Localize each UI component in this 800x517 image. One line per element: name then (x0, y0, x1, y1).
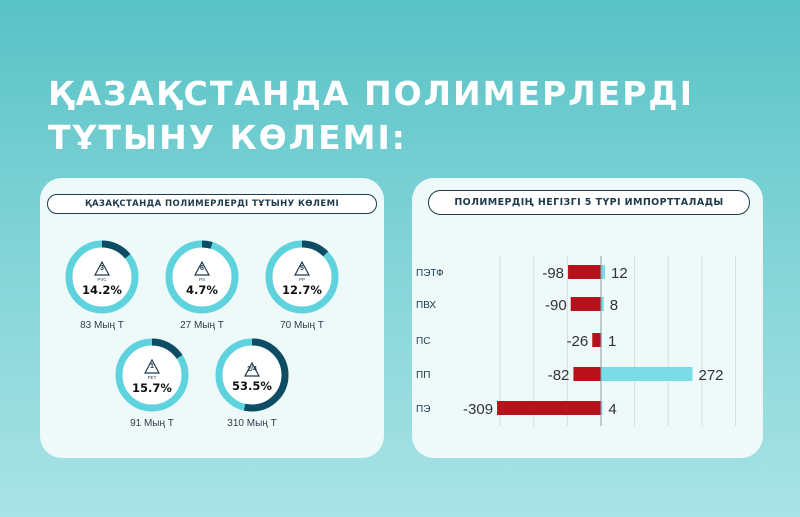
polymer-code: PP (298, 277, 305, 282)
import-card: ПОЛИМЕРДІҢ НЕГІЗГІ 5 ТҮРІ ИМПОРТТАЛАДЫ П… (412, 178, 763, 458)
recycle-triangle-icon: 6 (194, 261, 210, 277)
recycle-triangle-icon: 1 (144, 359, 160, 375)
volume-label: 310 Мың Т (227, 418, 277, 429)
volume-label: 91 Мың Т (130, 418, 174, 429)
data-label-negative: -309 (463, 401, 493, 418)
donut-percent: 12.7% (282, 283, 322, 297)
recycle-code-number: 1 (150, 363, 154, 370)
donut-value-arc (215, 338, 289, 412)
polymer-code: PS (198, 277, 205, 282)
polymer-code: PET (147, 375, 157, 380)
page-title: ҚАЗАҚСТАНДА ПОЛИМЕРЛЕРДІ ТҰТЫНУ КӨЛЕМІ: (48, 72, 694, 160)
recycle-code-number: 3 (100, 265, 104, 272)
page-title-line2: ТҰТЫНУ КӨЛЕМІ: (48, 118, 407, 157)
data-label-positive: 4 (608, 401, 616, 418)
data-label-negative: -98 (542, 265, 564, 282)
data-label-positive: 272 (699, 367, 724, 384)
data-label-negative: -82 (548, 367, 570, 384)
bar-negative (497, 401, 601, 415)
recycle-code-number: 6 (200, 265, 204, 272)
data-label-negative: -90 (545, 297, 567, 314)
recycle-triangle-icon: 3 (94, 261, 110, 277)
bar-negative (570, 297, 601, 311)
bar-positive (601, 297, 604, 311)
consumption-card: ҚАЗАҚСТАНДА ПОЛИМЕРЛЕРДІ ТҰТЫНУ КӨЛЕМІ 3… (40, 178, 384, 458)
donut-pvc: 3 PVC 14.2% (65, 240, 139, 314)
recycle-triangle-icon: 2/4 (244, 361, 260, 378)
donut-percent: 4.7% (186, 283, 218, 297)
consumption-card-title: ҚАЗАҚСТАНДА ПОЛИМЕРЛЕРДІ ТҰТЫНУ КӨЛЕМІ (47, 194, 377, 214)
data-label-positive: 1 (608, 333, 616, 350)
category-label: ПЭТФ (416, 268, 444, 279)
donut-value-arc (165, 240, 239, 314)
page-title-line1: ҚАЗАҚСТАНДА ПОЛИМЕРЛЕРДІ (48, 74, 695, 113)
volume-label: 70 Мың Т (280, 320, 324, 331)
bar-negative (568, 265, 601, 279)
category-label: ПС (416, 336, 430, 347)
data-label-positive: 12 (611, 265, 628, 282)
donut-value-arc (115, 338, 189, 412)
donut-pe: 2/4 53.5% (215, 338, 289, 412)
data-label-positive: 8 (610, 297, 618, 314)
donut-ps: 6 PS 4.7% (165, 240, 239, 314)
donut-percent: 53.5% (232, 378, 272, 393)
bar-positive (601, 367, 693, 381)
volume-label: 27 Мың Т (180, 320, 224, 331)
data-label-negative: -26 (567, 333, 589, 350)
category-label: ПЭ (416, 404, 430, 415)
donut-value-arc (265, 240, 339, 314)
category-label: ПВХ (416, 300, 436, 311)
donut-pp: 5 PP 12.7% (265, 240, 339, 314)
donut-value-arc (65, 240, 139, 314)
recycle-code-number: 5 (300, 265, 304, 272)
import-bar-chart: ПЭТФ -98 12 ПВХ -90 8 ПС -26 1 ПП -82 272 ПЭ -309 4 (416, 256, 737, 426)
recycle-triangle-icon: 5 (294, 261, 310, 277)
donut-pet: 1 PET 15.7% (115, 338, 189, 412)
import-card-title: ПОЛИМЕРДІҢ НЕГІЗГІ 5 ТҮРІ ИМПОРТТАЛАДЫ (428, 190, 750, 215)
volume-label: 83 Мың Т (80, 320, 124, 331)
bar-positive (601, 401, 603, 415)
polymer-code: PVC (97, 277, 107, 282)
bar-negative (573, 367, 601, 381)
donut-percent: 15.7% (132, 381, 172, 395)
bar-negative (592, 333, 601, 347)
category-label: ПП (416, 370, 430, 381)
donut-percent: 14.2% (82, 283, 122, 297)
recycle-code-number: 2/4 (247, 365, 257, 373)
bar-positive (601, 265, 606, 279)
